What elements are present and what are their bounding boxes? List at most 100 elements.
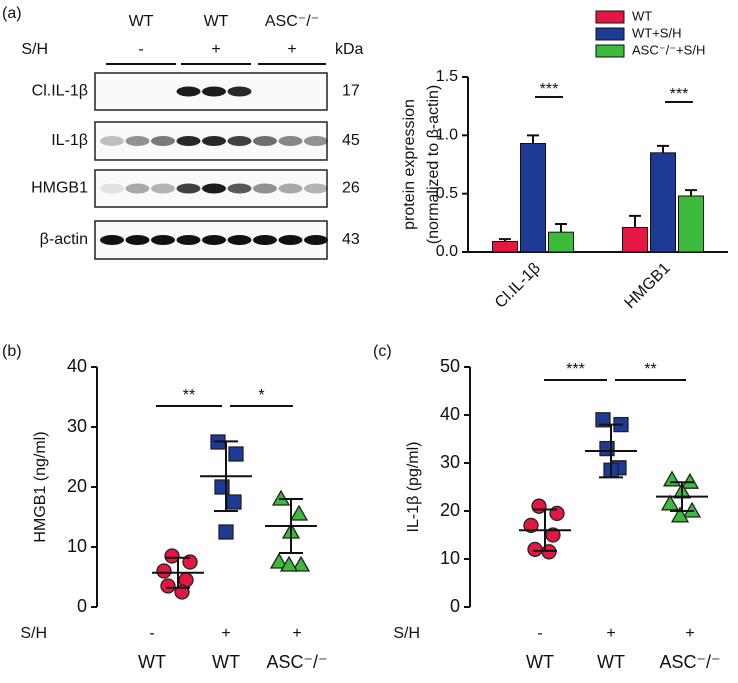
blot-band [125, 183, 150, 194]
blot-band [253, 235, 277, 245]
error-bar [527, 134, 539, 144]
data-point [527, 541, 543, 558]
blot-band [125, 136, 150, 146]
significance-label: * [258, 387, 264, 404]
blot-band [176, 136, 201, 146]
data-point [523, 517, 539, 534]
y-tick-label: 0 [77, 596, 87, 616]
legend-swatch [595, 10, 625, 24]
blot-band [227, 235, 252, 245]
blot-band [202, 86, 226, 97]
error-bar [533, 508, 557, 552]
error-bar [279, 498, 303, 554]
x-tick-label: ASC⁻/⁻ [266, 652, 327, 672]
treatment-label: + [221, 625, 230, 642]
bar [650, 152, 676, 253]
legend-label: ASC⁻/⁻+S/H [632, 42, 705, 57]
treatment-label: + [287, 41, 296, 58]
blot-band [100, 136, 124, 146]
significance-label: *** [540, 81, 559, 98]
y-axis-label: (normalized to β-actin) [425, 85, 442, 244]
y-tick-label: 30 [440, 452, 460, 472]
blot-band [202, 235, 226, 245]
y-tick-label: 10 [67, 536, 87, 556]
legend-swatch [595, 44, 625, 58]
blot-band [304, 235, 328, 245]
data-point [595, 412, 611, 428]
significance-label: *** [670, 86, 689, 103]
treatment-label: - [138, 41, 143, 58]
significance-label: ** [644, 361, 656, 378]
legend-swatch [595, 27, 625, 41]
y-tick-label: 20 [67, 476, 87, 496]
bar [622, 227, 648, 253]
error-bar [685, 189, 697, 196]
blot-band [176, 86, 201, 97]
data-point [531, 498, 547, 514]
treatment-title: S/H [393, 625, 420, 642]
x-tick-label: ASC⁻/⁻ [659, 652, 720, 672]
row-label: IL-1β [51, 132, 88, 149]
blot-band [304, 183, 328, 194]
error-bar [214, 440, 238, 512]
data-point [226, 494, 242, 510]
y-tick-label: 0.5 [436, 185, 458, 202]
data-point [156, 563, 172, 579]
error-bar [657, 144, 669, 153]
data-point [660, 494, 680, 511]
y-tick-label: 40 [440, 404, 460, 424]
treatment-title: S/H [20, 625, 47, 642]
blot-band [176, 235, 201, 245]
blot-band [151, 136, 175, 146]
data-point [218, 524, 234, 540]
y-tick-label: 10 [440, 548, 460, 568]
blot-band [227, 86, 252, 97]
blot-band [304, 136, 328, 146]
treatment-label: + [606, 625, 615, 642]
y-tick-label: 20 [440, 500, 460, 520]
x-tick-label: WT [597, 652, 625, 672]
treatment-label: + [685, 625, 694, 642]
row-label: β-actin [40, 231, 88, 248]
data-point [164, 548, 180, 564]
y-axis-label: IL-1β (pg/ml) [405, 442, 422, 533]
x-tick-label: WT [138, 652, 166, 672]
data-point [549, 505, 565, 522]
y-axis-label: protein expression [401, 99, 418, 230]
y-tick-label: 40 [67, 356, 87, 376]
treatment-label: - [537, 625, 542, 642]
bar [548, 231, 574, 253]
data-point [269, 552, 289, 569]
row-label: HMGB1 [31, 180, 88, 197]
kda-label: 26 [342, 180, 360, 197]
blot-band [202, 136, 226, 146]
legend-label: WT [632, 8, 652, 23]
blot-band [100, 235, 124, 245]
error-bar [629, 214, 641, 228]
blot-band [202, 183, 226, 194]
treatment-title: S/H [21, 41, 48, 58]
blot-band [253, 136, 277, 146]
error-bar [599, 423, 623, 479]
error-bar [166, 556, 190, 589]
data-point [228, 446, 244, 462]
panel-label: (b) [2, 343, 22, 360]
y-tick-label: 50 [440, 356, 460, 376]
blot-band [278, 235, 303, 245]
error-bar [499, 238, 511, 242]
blot-band [100, 183, 124, 194]
blot-band [125, 235, 150, 245]
significance-label: *** [566, 361, 585, 378]
data-point [160, 578, 176, 594]
treatment-label: + [211, 41, 220, 58]
y-axis-label: HMGB1 (ng/ml) [32, 431, 49, 542]
blot-band [227, 136, 252, 146]
blot-band [151, 235, 175, 245]
blot-band [151, 183, 175, 194]
y-tick-label: 1.5 [436, 68, 458, 85]
bar [520, 143, 546, 253]
treatment-label: + [292, 625, 301, 642]
error-bar [555, 223, 567, 233]
data-point [670, 506, 690, 523]
